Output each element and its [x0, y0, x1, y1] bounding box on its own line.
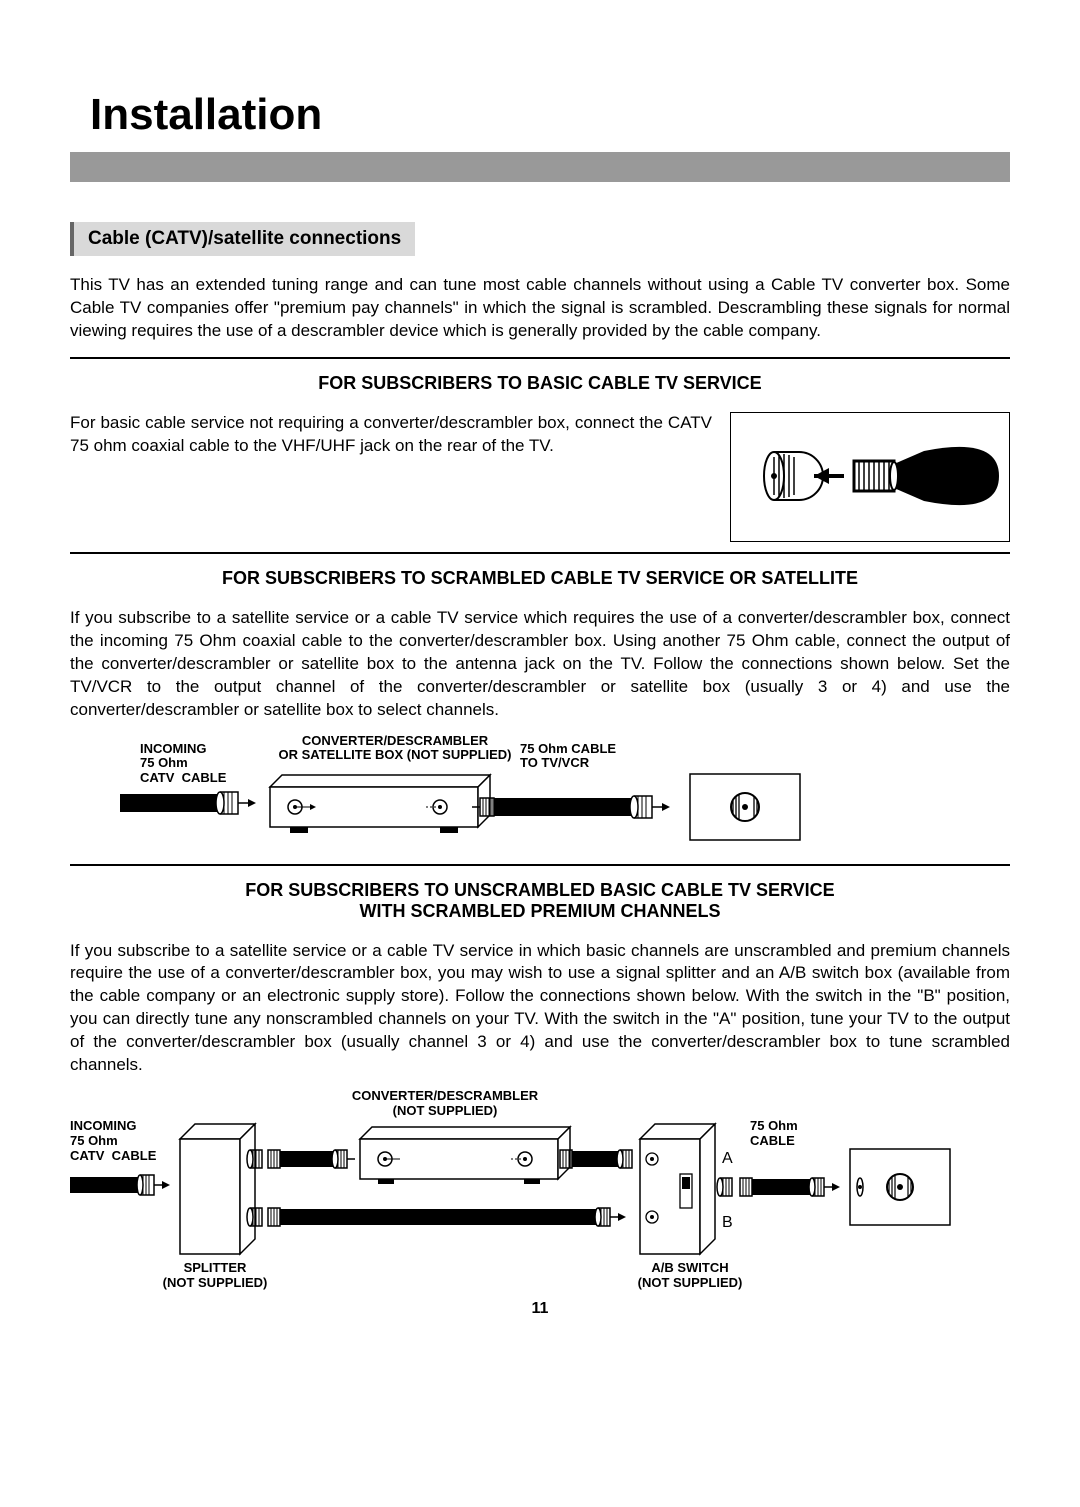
- section3-title: FOR SUBSCRIBERS TO UNSCRAMBLED BASIC CAB…: [70, 880, 1010, 922]
- intro-paragraph: This TV has an extended tuning range and…: [70, 274, 1010, 343]
- section2-text: If you subscribe to a satellite service …: [70, 607, 1010, 722]
- separator-1: [70, 357, 1010, 359]
- separator-2: [70, 552, 1010, 554]
- label-B: B: [722, 1214, 733, 1231]
- subsection-header: Cable (CATV)/satellite connections: [70, 222, 415, 256]
- section2-svg-icon: [70, 734, 1010, 844]
- coax-jack-diagram-icon: [739, 431, 999, 521]
- section1-diagram: [730, 412, 1010, 542]
- section3-svg-icon: A B: [70, 1089, 1010, 1289]
- section1-title: FOR SUBSCRIBERS TO BASIC CABLE TV SERVIC…: [70, 373, 1010, 394]
- section3-text: If you subscribe to a satellite service …: [70, 940, 1010, 1078]
- label-A: A: [722, 1150, 733, 1167]
- page-title: Installation: [90, 90, 1010, 140]
- section1-text: For basic cable service not requiring a …: [70, 412, 712, 458]
- separator-3: [70, 864, 1010, 866]
- section2-diagram: INCOMING 75 Ohm CATV CABLE CONVERTER/DES…: [70, 734, 1010, 854]
- header-grey-bar: [70, 152, 1010, 182]
- section3-diagram: CONVERTER/DESCRAMBLER (NOT SUPPLIED) INC…: [70, 1089, 1010, 1294]
- page-number: 11: [70, 1300, 1010, 1318]
- section2-title: FOR SUBSCRIBERS TO SCRAMBLED CABLE TV SE…: [70, 568, 1010, 589]
